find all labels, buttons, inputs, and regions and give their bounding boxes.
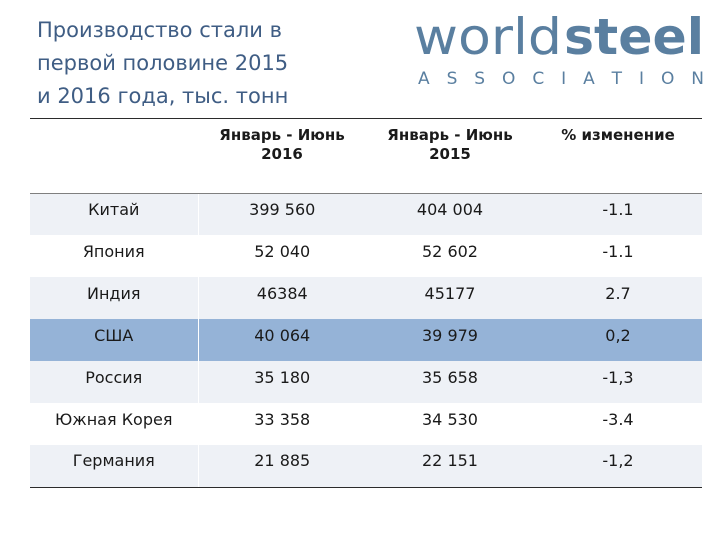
logo-association-text: A S S O C I A T I O N [418,69,704,89]
change-percent: 2.7 [534,277,702,319]
value-2015: 34 530 [366,403,534,445]
row-label: Индия [30,277,199,319]
column-header-country [30,119,198,194]
value-2015: 45177 [366,277,534,319]
table-top-rule [30,118,702,119]
value-2016: 35 180 [198,361,366,403]
table-row: Россия 35 180 35 658 -1,3 [30,361,702,403]
slide-title-line-2: первой половине 2015 [37,51,289,75]
change-percent: -1.1 [534,193,702,235]
value-2015: 404 004 [366,193,534,235]
steel-production-table: Январь - Июнь 2016 Январь - Июнь 2015 % … [30,118,702,488]
value-2016: 21 885 [198,445,366,488]
value-2016: 52 040 [198,235,366,277]
table-row: Япония 52 040 52 602 -1.1 [30,235,702,277]
row-label: Япония [30,235,199,277]
value-2015: 39 979 [366,319,534,361]
table-row: Южная Корея 33 358 34 530 -3.4 [30,403,702,445]
change-percent: 0,2 [534,319,702,361]
slide-title: Производство стали в первой половине 201… [37,14,367,113]
logo-word-steel: steel [564,8,704,66]
column-header-2015: Январь - Июнь 2015 [366,119,534,194]
value-2016: 33 358 [198,403,366,445]
slide-title-line-1: Производство стали в [37,18,282,42]
table-row: США 40 064 39 979 0,2 [30,319,702,361]
value-2016: 40 064 [198,319,366,361]
worldsteel-logo: world steel A S S O C I A T I O N [414,8,704,89]
value-2015: 52 602 [366,235,534,277]
change-percent: -1,3 [534,361,702,403]
table-header-row: Январь - Июнь 2016 Январь - Июнь 2015 % … [30,119,702,194]
change-percent: -1,2 [534,445,702,488]
value-2015: 35 658 [366,361,534,403]
change-percent: -3.4 [534,403,702,445]
row-label: Южная Корея [30,403,199,445]
table-row: Китай 399 560 404 004 -1.1 [30,193,702,235]
row-label: Китай [30,193,199,235]
column-header-change: % изменение [534,119,702,194]
column-header-2016: Январь - Июнь 2016 [198,119,366,194]
change-percent: -1.1 [534,235,702,277]
row-label: Германия [30,445,199,488]
table-row: Индия 46384 45177 2.7 [30,277,702,319]
value-2015: 22 151 [366,445,534,488]
value-2016: 46384 [198,277,366,319]
table-row: Германия 21 885 22 151 -1,2 [30,445,702,488]
row-label: США [30,319,199,361]
slide-title-line-3: и 2016 года, тыс. тонн [37,84,289,108]
logo-word-world: world [414,8,562,66]
value-2016: 399 560 [198,193,366,235]
row-label: Россия [30,361,199,403]
